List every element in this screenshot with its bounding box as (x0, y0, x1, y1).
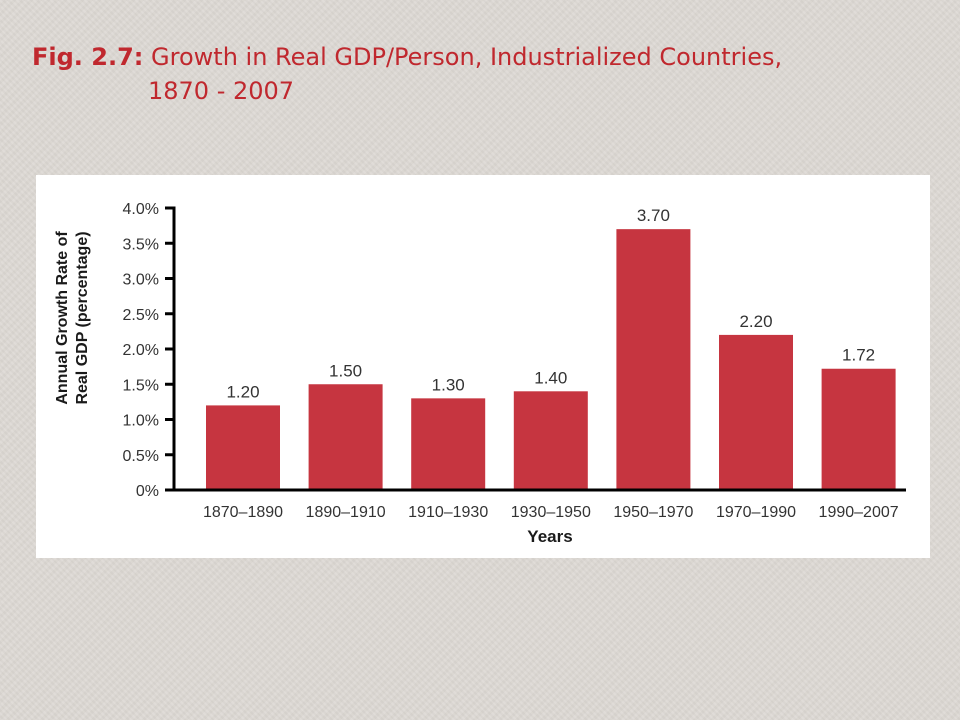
bar-value-label: 3.70 (637, 206, 670, 225)
figure-label: Fig. 2.7: (32, 43, 144, 71)
y-tick-label: 2.0% (123, 342, 159, 359)
y-tick-label: 0.5% (123, 448, 159, 465)
bar-value-label: 1.40 (534, 368, 567, 387)
bar (411, 398, 486, 490)
bar (206, 405, 280, 490)
bars (206, 229, 896, 490)
x-tick-label: 1990–2007 (819, 504, 899, 521)
bar (308, 384, 383, 490)
bar-value-label: 1.30 (432, 375, 465, 394)
y-tick-label: 2.5% (123, 307, 159, 324)
y-tick-label: 4.0% (123, 201, 159, 218)
y-axis-label-line1: Annual Growth Rate of (54, 231, 71, 405)
bar (821, 368, 896, 490)
x-tick-label: 1870–1890 (203, 504, 283, 521)
slide-title: Fig. 2.7: Growth in Real GDP/Person, Ind… (32, 40, 932, 108)
bar-value-label: 1.72 (842, 346, 875, 365)
y-tick-label: 0% (136, 483, 159, 500)
title-years: 1870 - 2007 (148, 77, 295, 105)
x-tick-label: 1890–1910 (306, 504, 386, 521)
bar (513, 391, 588, 490)
y-axis-label: Annual Growth Rate of Real GDP (percenta… (54, 231, 91, 405)
bar-value-label: 2.20 (739, 312, 772, 331)
x-tick-label: 1970–1990 (716, 504, 796, 521)
x-tick-label: 1950–1970 (613, 504, 693, 521)
y-tick-label: 1.5% (123, 377, 159, 394)
data-labels: 1.20 1.50 1.30 1.40 3.70 2.20 1.72 (226, 206, 875, 401)
y-axis-label-line2: Real GDP (percentage) (74, 231, 91, 404)
x-tick-label: 1910–1930 (408, 504, 488, 521)
x-axis-tick-labels: 1870–1890 1890–1910 1910–1930 1930–1950 1950… (203, 504, 899, 521)
bar-chart: Annual Growth Rate of Real GDP (percenta… (54, 201, 906, 546)
y-tick-label: 1.0% (123, 413, 159, 430)
y-tick-label: 3.0% (123, 272, 159, 289)
y-tick-label: 3.5% (123, 236, 159, 253)
x-tick-label: 1930–1950 (511, 504, 591, 521)
x-axis-label: Years (527, 527, 572, 546)
bar-value-label: 1.50 (329, 361, 362, 380)
bar-value-label: 1.20 (226, 382, 259, 401)
chart-panel: Annual Growth Rate of Real GDP (percenta… (36, 175, 930, 558)
bar (616, 229, 691, 490)
y-axis-ticks: 0% 0.5% 1.0% 1.5% 2.0% 2.5% 3.0% 3.5% 4.0% (123, 201, 174, 500)
title-text: Growth in Real GDP/Person, Industrialize… (151, 43, 783, 71)
bar (719, 334, 793, 490)
